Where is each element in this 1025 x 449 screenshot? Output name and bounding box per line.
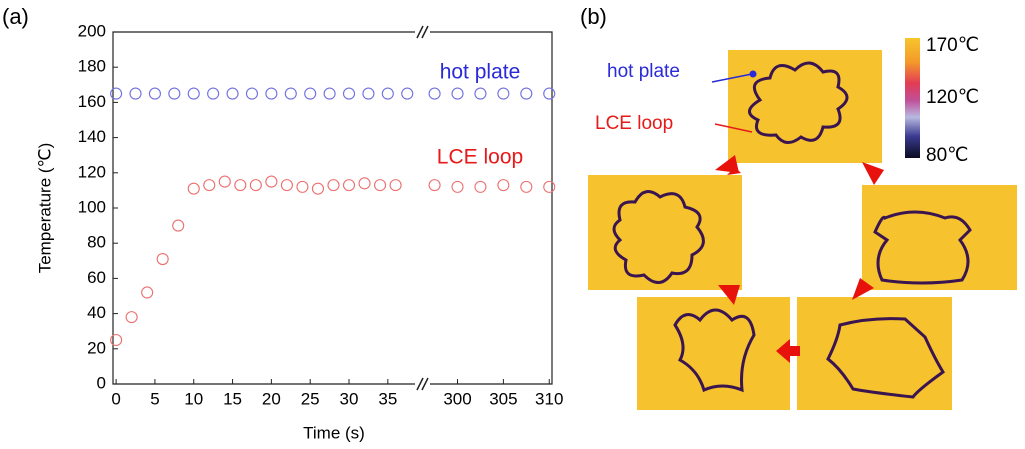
data-point xyxy=(227,88,238,99)
figure: (a) Time (s) Temperature (℃) 0 20 40 60 80 10… xyxy=(0,0,1025,444)
data-point xyxy=(285,88,296,99)
y-tick-label: 120 xyxy=(78,162,106,181)
y-tick-label: 160 xyxy=(78,92,106,111)
y-tick-label: 180 xyxy=(78,57,106,76)
data-point xyxy=(359,178,370,189)
data-point xyxy=(521,181,532,192)
data-point xyxy=(305,88,316,99)
data-point xyxy=(235,180,246,191)
data-point xyxy=(219,176,230,187)
data-point xyxy=(498,88,509,99)
data-point xyxy=(188,183,199,194)
data-point xyxy=(452,181,463,192)
x-tick-label: 300 xyxy=(443,389,471,408)
data-point xyxy=(344,180,355,191)
data-point xyxy=(402,88,413,99)
data-point xyxy=(429,88,440,99)
x-tick-label: 30 xyxy=(340,389,359,408)
data-point xyxy=(363,88,374,99)
data-point xyxy=(157,254,168,265)
axis-frame-left xyxy=(113,32,415,384)
x-tick-label: 25 xyxy=(301,389,320,408)
y-tick-label: 100 xyxy=(78,197,106,216)
data-point xyxy=(266,176,277,187)
data-point xyxy=(498,180,509,191)
leader-dot xyxy=(750,71,757,78)
axis-frame-right xyxy=(430,32,552,384)
x-axis-label: Time (s) xyxy=(303,423,365,442)
data-point xyxy=(344,88,355,99)
thermal-image xyxy=(637,297,790,410)
x-tick-label: 310 xyxy=(535,389,563,408)
chart-a: (a) Time (s) Temperature (℃) 0 20 40 60 80 10… xyxy=(2,4,563,443)
panel-label: (a) xyxy=(2,4,29,29)
y-tick-label: 40 xyxy=(87,303,106,322)
y-tick-label: 20 xyxy=(87,338,106,357)
x-tick-label: 10 xyxy=(184,389,203,408)
y-tick-label: 0 xyxy=(97,373,106,392)
panel-label: (b) xyxy=(580,4,607,29)
data-point xyxy=(169,88,180,99)
data-point xyxy=(126,312,137,323)
data-point xyxy=(188,88,199,99)
x-tick-label: 35 xyxy=(378,389,397,408)
data-point xyxy=(328,180,339,191)
arrow xyxy=(862,162,884,185)
y-tick-label: 200 xyxy=(78,21,106,40)
panel-b: (b) 170℃ 120℃ 80℃ hot plate LCE loop xyxy=(580,4,1017,410)
annotation: hot plate xyxy=(607,61,680,82)
data-point xyxy=(208,88,219,99)
data-point xyxy=(390,180,401,191)
x-tick-label: 305 xyxy=(489,389,517,408)
data-point xyxy=(375,180,386,191)
x-tick-label: 0 xyxy=(111,389,120,408)
data-point xyxy=(130,88,141,99)
series-label: hot plate xyxy=(440,61,521,84)
y-tick-label: 140 xyxy=(78,127,106,146)
data-point xyxy=(266,88,277,99)
data-point xyxy=(297,181,308,192)
data-point xyxy=(111,335,122,346)
colorbar-label: 170℃ xyxy=(926,35,979,56)
data-point xyxy=(204,180,215,191)
colorbar-label: 80℃ xyxy=(926,145,968,166)
data-point xyxy=(312,183,323,194)
y-axis-label: Temperature (℃) xyxy=(35,143,54,274)
thermal-image xyxy=(588,175,742,290)
data-point xyxy=(544,88,555,99)
y-tick-label: 80 xyxy=(87,233,106,252)
annotation: LCE loop xyxy=(595,113,673,134)
series-label: LCE loop xyxy=(437,146,523,169)
y-tick-label: 60 xyxy=(87,268,106,287)
data-point xyxy=(475,181,486,192)
data-point xyxy=(521,88,532,99)
axis-break xyxy=(417,26,428,390)
colorbar-label: 120℃ xyxy=(926,87,979,108)
data-point xyxy=(281,180,292,191)
data-point xyxy=(475,88,486,99)
data-point xyxy=(452,88,463,99)
data-point xyxy=(544,181,555,192)
data-point xyxy=(250,180,261,191)
colorbar xyxy=(905,38,920,158)
data-point xyxy=(246,88,257,99)
data-point xyxy=(429,180,440,191)
data-point xyxy=(173,220,184,231)
x-tick-label: 15 xyxy=(223,389,242,408)
data-point xyxy=(324,88,335,99)
data-point xyxy=(142,287,153,298)
data-point xyxy=(111,88,122,99)
x-tick-label: 5 xyxy=(150,389,159,408)
x-tick-label: 20 xyxy=(262,389,281,408)
data-point xyxy=(382,88,393,99)
data-point xyxy=(149,88,160,99)
